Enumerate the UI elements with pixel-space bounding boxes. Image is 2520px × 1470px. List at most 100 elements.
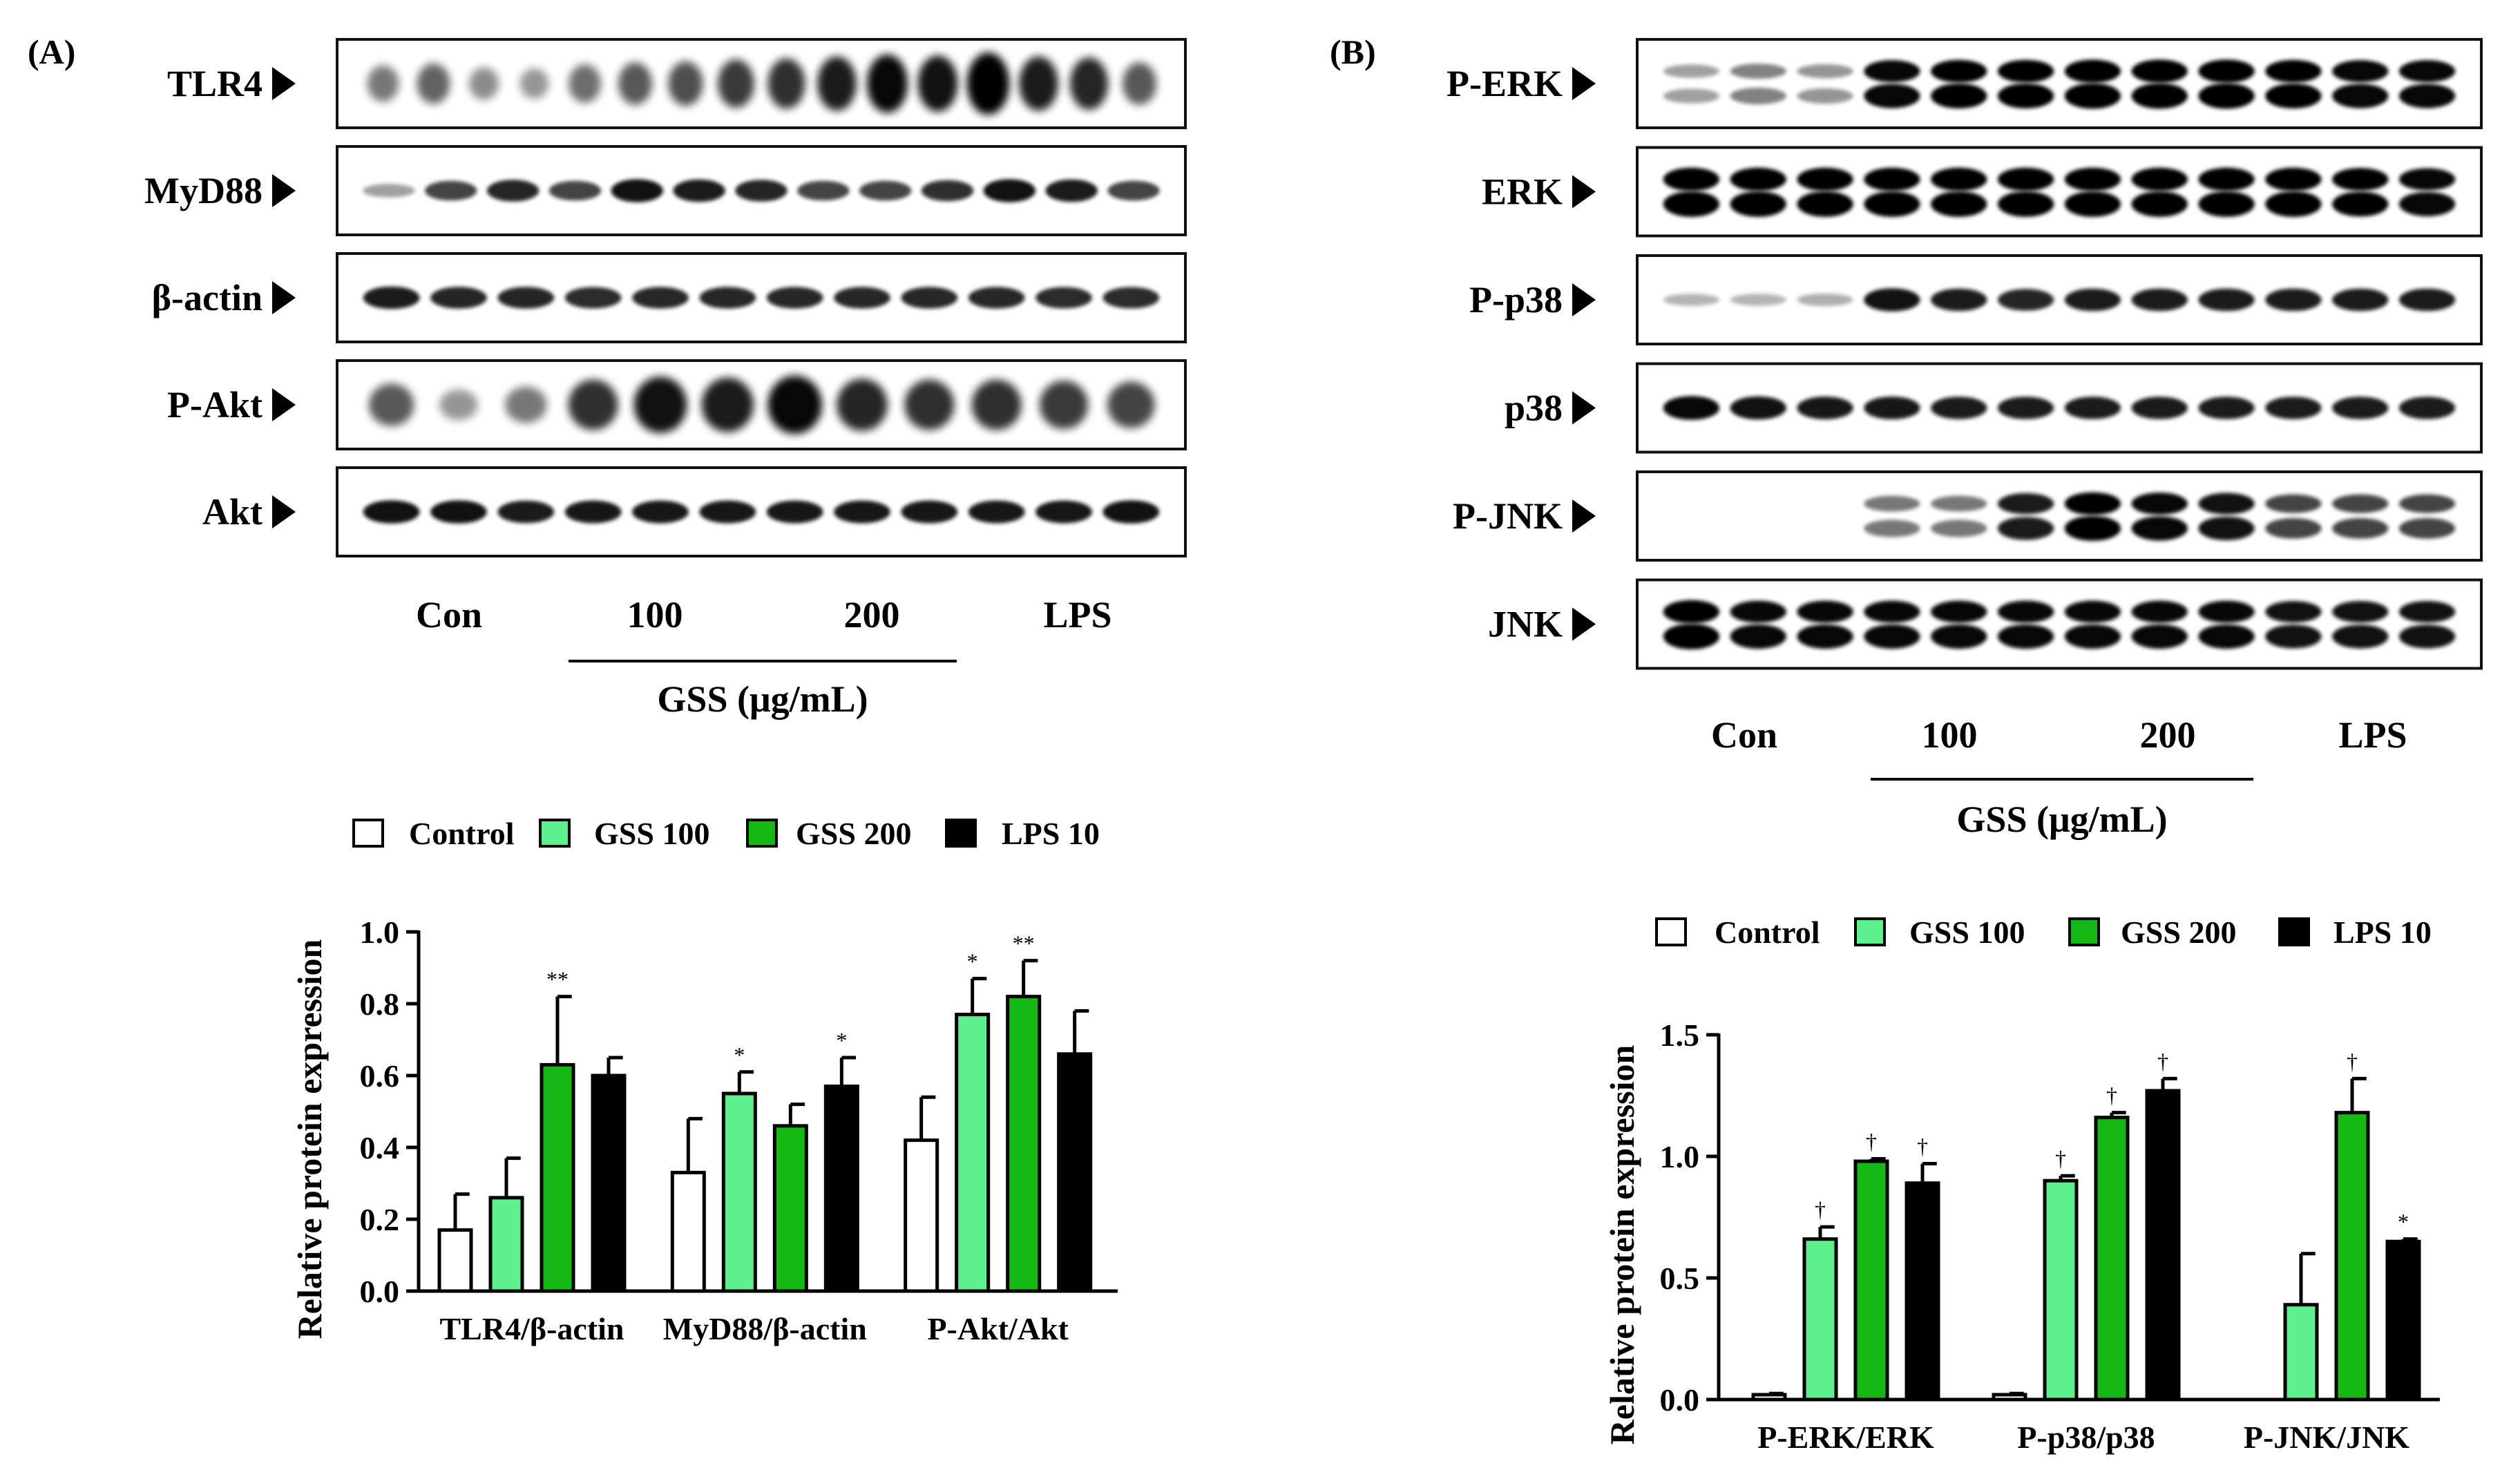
legend-swatch-gss200 (2068, 917, 2100, 946)
blot-band (2131, 59, 2188, 83)
panel-a-lane-200: 200 (844, 594, 900, 636)
y-tick-label: 0.6 (360, 1058, 400, 1094)
blot-band (1730, 167, 1786, 191)
blot-band (2131, 288, 2188, 312)
blot-row-label-b: P-JNK (1453, 495, 1563, 537)
blot-band (1045, 179, 1098, 202)
blot-arrow-icon (1572, 67, 1596, 100)
legend-swatch-gss100 (539, 819, 571, 848)
blot-band (1730, 600, 1786, 623)
blot-band (1997, 624, 2054, 649)
blot-band (1864, 167, 1920, 191)
blot-band (1797, 600, 1853, 623)
blot-band (1730, 396, 1786, 420)
blot-band (901, 287, 958, 309)
blot-band (1864, 396, 1920, 420)
blot-band (1997, 397, 2054, 419)
blot-band (1730, 294, 1786, 306)
blot-band (2198, 191, 2255, 218)
y-tick-label: 0.5 (1660, 1261, 1700, 1296)
bar-gss-200 (772, 1124, 808, 1293)
legend-swatch-gss100 (1854, 917, 1886, 946)
blot-band (439, 389, 478, 421)
blot-row-label-a: TLR4 (167, 63, 262, 104)
blot-band (363, 500, 420, 524)
blot-band (2332, 518, 2389, 539)
blot-band (2131, 493, 2188, 515)
legend-label-gss200: GSS 200 (796, 816, 911, 851)
blot-band (968, 500, 1025, 524)
legend-swatch-control (1655, 917, 1687, 946)
significance-mark: † (2347, 1049, 2358, 1073)
blot-row-label-a: β-actin (152, 277, 262, 318)
blot-strip (336, 38, 1187, 129)
blot-band (1730, 64, 1786, 79)
blot-band (2265, 518, 2322, 539)
blot-band (618, 62, 653, 105)
panel-a-legend: Control GSS 100 GSS 200 LPS 10 (352, 816, 1100, 851)
panel-b-legend: Control GSS 100 GSS 200 LPS 10 (1655, 915, 2432, 950)
blot-band (718, 59, 754, 108)
panel-a-lane-con: Con (416, 594, 482, 636)
blot-band (1102, 500, 1160, 524)
blot-band (363, 286, 420, 309)
bar-lps-10 (1905, 1181, 1940, 1402)
panel-b-gss-label: GSS (μg/mL) (1956, 799, 2167, 840)
panel-b-lane-lps: LPS (2338, 714, 2407, 756)
blot-band (569, 64, 601, 103)
blot-band (701, 377, 754, 432)
blot-band (2332, 494, 2389, 513)
blot-arrow-icon (1572, 175, 1596, 209)
blot-arrow-icon (272, 281, 296, 314)
blot-band (834, 500, 890, 524)
panel-a-label: (A) (28, 32, 75, 71)
bar-lps-10 (823, 1085, 859, 1293)
blot-row-label-b: P-p38 (1469, 279, 1563, 321)
blot-band (1997, 191, 2054, 218)
blot-band (1663, 64, 1720, 78)
blot-band (1931, 495, 1987, 512)
y-tick-label: 1.5 (1660, 1018, 1700, 1053)
panel-b-western-blot: P-ERK ERK P-p38 p38 P-JNK JNK (1447, 38, 2483, 670)
blot-row-label-b: p38 (1505, 388, 1563, 429)
blot-band (834, 287, 890, 309)
blot-row-label-b: ERK (1482, 171, 1563, 213)
blot-band (363, 184, 415, 198)
significance-mark: † (1815, 1197, 1826, 1222)
blot-band (904, 379, 955, 430)
blot-band (983, 179, 1036, 202)
blot-band (1122, 62, 1157, 105)
bar-gss-200 (2334, 1111, 2370, 1402)
blot-band (2265, 288, 2322, 312)
blot-band (2064, 83, 2121, 109)
y-tick-label: 1.0 (1660, 1139, 1700, 1174)
blot-band (1931, 59, 1987, 83)
blot-band (505, 386, 547, 423)
blot-band (1730, 87, 1786, 105)
blot-band (2398, 600, 2456, 623)
blot-band (1039, 380, 1089, 430)
significance-mark: * (967, 949, 978, 974)
blot-band (2265, 83, 2322, 109)
bar-gss-100 (721, 1091, 757, 1293)
bar-gss-200 (540, 1062, 575, 1293)
blot-band (2398, 191, 2456, 217)
blot-band (497, 287, 555, 309)
blot-row-label-a: P-Akt (167, 384, 262, 426)
bar-control (904, 1138, 939, 1293)
blot-arrow-icon (1572, 283, 1596, 316)
bar-gss-100 (2283, 1303, 2319, 1402)
blot-band (2131, 624, 2188, 649)
bar-lps-10 (1057, 1052, 1093, 1293)
blot-band (1864, 60, 1920, 83)
blot-row-label-b: JNK (1488, 604, 1563, 645)
legend-swatch-lps10 (2278, 917, 2310, 946)
blot-band (1931, 288, 1987, 312)
blot-band (486, 180, 540, 202)
blot-arrow-icon (1572, 391, 1596, 425)
legend-swatch-lps10 (945, 819, 977, 848)
blot-band (1931, 83, 1987, 109)
blot-row-label-a: Akt (202, 491, 262, 533)
blot-strip (1636, 470, 2483, 562)
